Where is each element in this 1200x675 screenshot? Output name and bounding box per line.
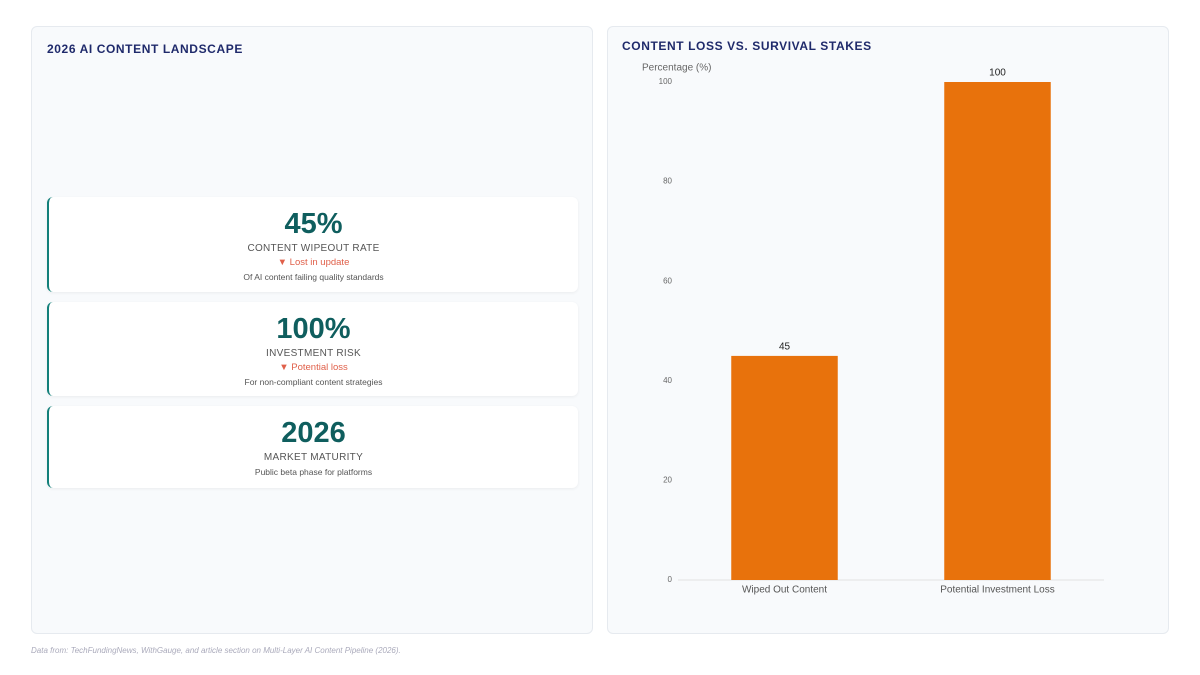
kpi-label: MARKET MATURITY <box>263 452 364 463</box>
y-tick-label: 80 <box>663 177 672 186</box>
kpi-panel: 2026 AI CONTENT LANDSCAPE 45% CONTENT WIP… <box>31 26 593 634</box>
chart-title: CONTENT LOSS VS. SURVIVAL STAKES <box>622 39 872 53</box>
kpi-note: For non-compliant content strategies <box>244 377 383 387</box>
kpi-delta: ▼ Lost in update <box>277 257 350 268</box>
x-tick-label: Wiped Out Content <box>742 585 827 596</box>
panel-title: 2026 AI CONTENT LANDSCAPE <box>47 42 243 56</box>
kpi-value: 2026 <box>281 417 346 449</box>
y-tick-label: 100 <box>659 77 673 86</box>
kpi-label: INVESTMENT RISK <box>266 348 361 359</box>
y-tick-label: 0 <box>668 575 673 584</box>
source-note: Data from: TechFundingNews, WithGauge, a… <box>31 646 401 655</box>
chart-panel <box>607 26 1169 634</box>
kpi-value: 100% <box>276 313 351 345</box>
kpi-note: Public beta phase for platforms <box>254 467 373 477</box>
kpi-card: 100% INVESTMENT RISK ▼ Potential loss For n… <box>47 302 578 396</box>
y-tick-label: 40 <box>663 376 672 385</box>
data-label: 100 <box>989 68 1006 79</box>
kpi-card: 2026 MARKET MATURITY Public beta phase for… <box>47 406 578 488</box>
bar <box>731 355 838 580</box>
kpi-label: CONTENT WIPEOUT RATE <box>247 243 380 254</box>
kpi-value: 45% <box>284 208 343 240</box>
kpi-delta: ▼ Potential loss <box>279 362 348 373</box>
kpi-note: Of AI content failing quality standards <box>243 272 384 282</box>
bar <box>944 82 1051 580</box>
x-tick-label: Potential Investment Loss <box>940 585 1055 596</box>
y-tick-label: 60 <box>663 276 672 285</box>
y-axis-label: Percentage (%) <box>642 63 711 74</box>
y-tick-label: 20 <box>663 476 672 485</box>
kpi-card: 45% CONTENT WIPEOUT RATE ▼ Lost in update O… <box>47 197 578 292</box>
data-label: 45 <box>779 342 791 353</box>
